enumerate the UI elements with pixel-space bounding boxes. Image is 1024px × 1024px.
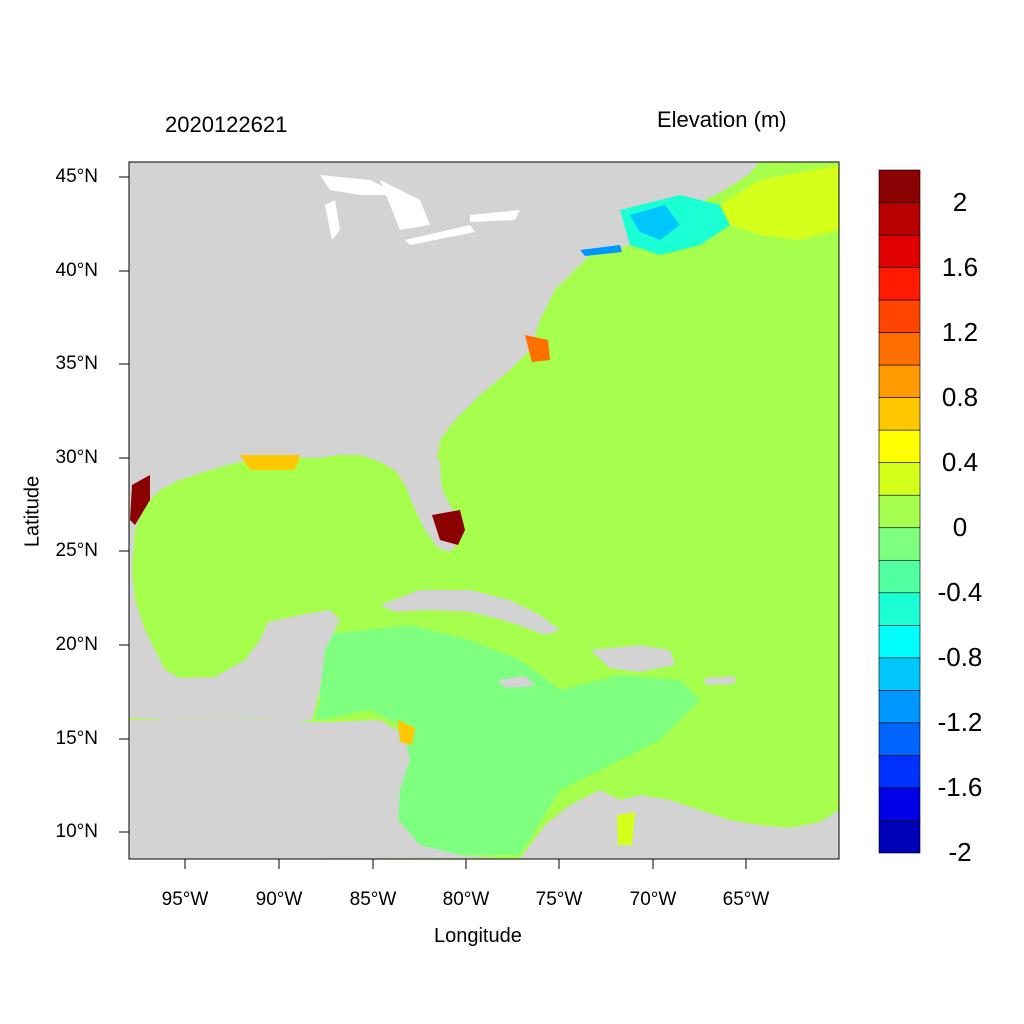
honduras-surge: [398, 720, 415, 745]
colorbar-band: [878, 364, 921, 398]
colorbar-band: [878, 332, 921, 366]
colorbar-tick-label: 1.2: [941, 316, 979, 347]
lake-erie: [405, 225, 475, 245]
hispaniola: [590, 645, 675, 672]
colorbar-tick-label: -2: [948, 837, 972, 867]
lat-tick-30: 30°N: [55, 447, 98, 468]
nova-scotia-positive: [720, 165, 839, 240]
colorbar-tick-label: -1.6: [937, 771, 983, 802]
colorbar-tick-label: 0.8: [941, 381, 979, 412]
lon-tick-95: 95°W: [161, 889, 209, 910]
colorbar-band: [878, 690, 921, 724]
variable-title: Elevation (m): [657, 107, 787, 132]
colorbar-tick-label: 2: [952, 186, 968, 217]
maracaibo-positive: [617, 812, 635, 845]
colorbar-band: [878, 462, 921, 496]
cape-cod-anomaly: [630, 205, 680, 240]
lat-tick-35: 35°N: [55, 353, 98, 374]
jamaica: [498, 676, 535, 688]
lake-huron: [380, 180, 430, 230]
lon-tick-70: 70°W: [629, 889, 677, 910]
lat-tick-20: 20°N: [55, 634, 98, 655]
colorbar-band: [878, 397, 921, 431]
x-axis-label: Longitude: [434, 925, 522, 947]
lon-tick-90: 90°W: [255, 889, 303, 910]
colorbar-band: [878, 592, 921, 626]
colorbar-band: [878, 755, 921, 789]
lat-tick-25: 25°N: [55, 540, 98, 561]
colorbar-tick-label: -1.2: [937, 706, 983, 737]
lon-tick-65: 65°W: [722, 889, 770, 910]
colorbar-tick-label: 0: [952, 511, 968, 542]
long-island-anomaly: [580, 245, 622, 256]
lake-superior: [320, 175, 400, 195]
colorbar: [878, 169, 921, 854]
lake-ontario: [470, 210, 520, 222]
north-america-land: [129, 162, 760, 722]
colorbar-band: [878, 429, 921, 464]
colorbar-tick-label: -0.8: [937, 641, 983, 672]
florida-surge: [432, 510, 465, 545]
lat-tick-40: 40°N: [55, 260, 98, 281]
colorbar-band: [878, 527, 921, 561]
colorbar-band: [878, 559, 921, 594]
colorbar-band: [878, 202, 921, 236]
outer-banks-surge: [525, 335, 550, 362]
lon-tick-75: 75°W: [535, 889, 583, 910]
colorbar-tick-label: -0.4: [937, 576, 983, 607]
lon-tick-85: 85°W: [349, 889, 397, 910]
yucatan-basin: [315, 630, 430, 720]
timestamp-title: 2020122621: [165, 112, 288, 137]
lat-tick-15: 15°N: [55, 728, 98, 749]
colorbar-tick-label: 1.6: [941, 251, 979, 282]
colorbar-band: [878, 169, 921, 203]
colorbar-band: [878, 820, 921, 854]
colorbar-tick-label: 0.4: [941, 446, 979, 477]
lat-tick-10: 10°N: [55, 821, 98, 842]
y-axis-label: Latitude: [21, 475, 44, 548]
colorbar-band: [878, 657, 921, 691]
lat-tick-45: 45°N: [55, 166, 98, 187]
lake-michigan: [325, 200, 340, 240]
south-america-land: [520, 790, 839, 859]
texas-coast-surge: [130, 475, 150, 525]
colorbar-band: [878, 234, 921, 268]
louisiana-surge: [240, 455, 300, 470]
colorbar-band: [878, 299, 921, 333]
cuba: [380, 590, 560, 635]
colorbar-band: [878, 787, 921, 821]
colorbar-band: [878, 625, 921, 659]
puerto-rico: [705, 676, 735, 685]
colorbar-band: [878, 267, 921, 301]
colorbar-band: [878, 722, 921, 756]
colorbar-band: [878, 494, 921, 529]
plot-frame: [128, 161, 840, 860]
lon-tick-80: 80°W: [442, 889, 490, 910]
central-america-land: [129, 716, 500, 859]
